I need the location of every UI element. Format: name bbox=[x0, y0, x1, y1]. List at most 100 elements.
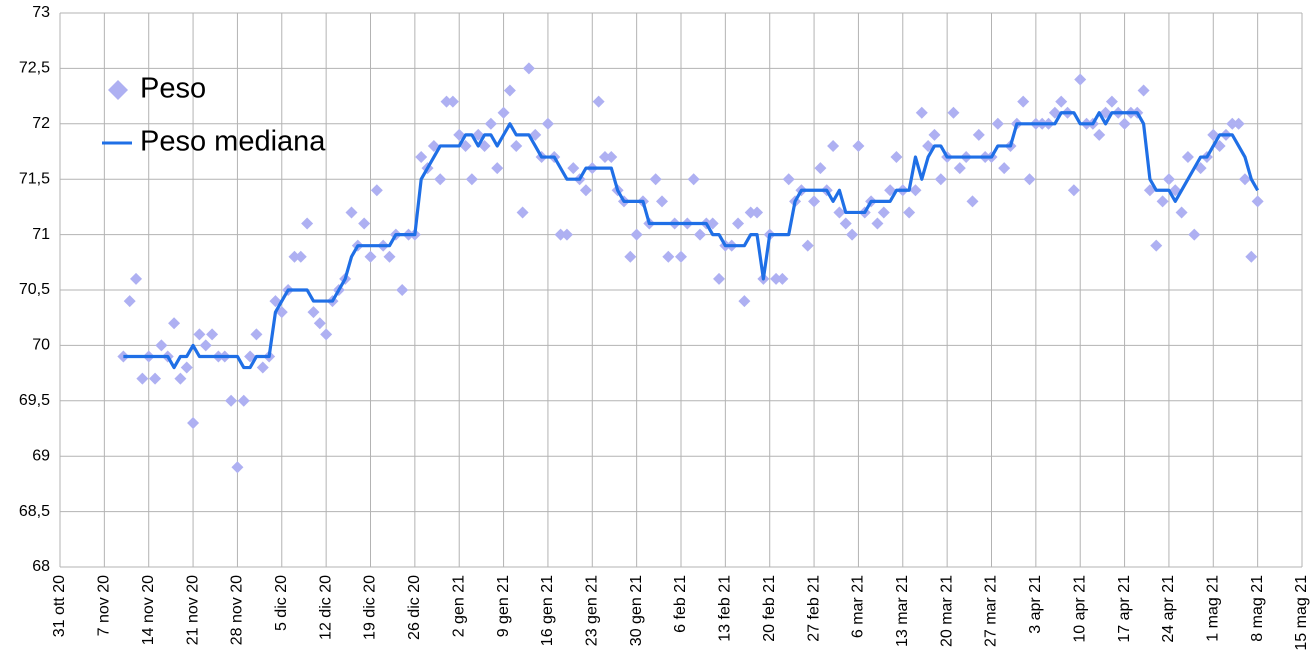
x-tick-label: 14 nov 20 bbox=[140, 575, 157, 645]
data-point bbox=[998, 162, 1011, 175]
x-tick-label: 10 apr 21 bbox=[1071, 575, 1088, 643]
data-point bbox=[294, 250, 307, 263]
x-tick-label: 9 gen 21 bbox=[495, 575, 512, 637]
data-point bbox=[770, 272, 783, 285]
data-point bbox=[491, 162, 504, 175]
data-point bbox=[1055, 95, 1068, 108]
data-point bbox=[1188, 228, 1201, 241]
data-point bbox=[624, 250, 637, 263]
data-point bbox=[928, 128, 941, 141]
data-point bbox=[662, 250, 675, 263]
data-point bbox=[1118, 117, 1131, 130]
data-point bbox=[675, 250, 687, 263]
x-tick-label: 2 gen 21 bbox=[450, 575, 467, 637]
x-tick-label: 13 feb 21 bbox=[717, 575, 734, 642]
data-point bbox=[1226, 117, 1239, 130]
data-point bbox=[256, 361, 269, 374]
data-point bbox=[744, 206, 757, 219]
data-point bbox=[199, 339, 212, 352]
y-tick-label: 68,5 bbox=[19, 503, 50, 520]
data-point bbox=[579, 184, 592, 197]
data-point bbox=[123, 295, 136, 308]
data-point bbox=[1105, 95, 1118, 108]
data-point bbox=[440, 95, 453, 108]
x-tick-label: 23 gen 21 bbox=[584, 575, 601, 646]
x-tick-label: 1 mag 21 bbox=[1205, 575, 1222, 642]
data-point bbox=[288, 250, 301, 263]
data-point bbox=[592, 95, 605, 108]
x-tick-label: 6 mar 21 bbox=[850, 575, 867, 638]
data-point bbox=[1245, 250, 1258, 263]
data-point bbox=[168, 317, 181, 330]
data-point bbox=[839, 217, 852, 230]
data-point bbox=[244, 350, 257, 363]
data-point bbox=[237, 394, 250, 407]
legend-label: Peso bbox=[140, 73, 206, 105]
data-point bbox=[130, 272, 143, 285]
data-point bbox=[877, 206, 890, 219]
x-tick-label: 15 mag 21 bbox=[1293, 575, 1310, 651]
data-point bbox=[630, 228, 643, 241]
data-point bbox=[370, 184, 383, 197]
data-point bbox=[149, 372, 162, 385]
x-tick-label: 27 feb 21 bbox=[805, 575, 822, 642]
data-point bbox=[465, 173, 478, 186]
data-point bbox=[320, 328, 333, 341]
data-point bbox=[1067, 184, 1080, 197]
x-tick-label: 16 gen 21 bbox=[539, 575, 556, 646]
x-tick-label: 28 nov 20 bbox=[229, 575, 246, 645]
y-tick-label: 72,5 bbox=[19, 60, 50, 77]
y-tick-label: 70 bbox=[32, 337, 50, 354]
x-tick-label: 26 dic 20 bbox=[406, 575, 423, 640]
data-point bbox=[522, 62, 535, 75]
y-tick-label: 69 bbox=[32, 447, 50, 464]
y-tick-label: 73 bbox=[32, 4, 50, 21]
data-point bbox=[871, 217, 884, 230]
data-point bbox=[605, 151, 618, 164]
data-point bbox=[655, 195, 668, 208]
data-point bbox=[560, 228, 573, 241]
x-tick-label: 27 mar 21 bbox=[983, 575, 1000, 647]
x-tick-label: 31 ott 20 bbox=[51, 575, 68, 637]
data-point bbox=[396, 284, 409, 296]
y-tick-label: 70,5 bbox=[19, 281, 50, 298]
x-tick-label: 20 feb 21 bbox=[761, 575, 778, 642]
x-tick-label: 5 dic 20 bbox=[273, 575, 290, 631]
data-point bbox=[966, 195, 979, 208]
data-point bbox=[972, 128, 985, 141]
x-tick-label: 8 mag 21 bbox=[1249, 575, 1266, 642]
data-point bbox=[415, 151, 428, 164]
data-point bbox=[136, 372, 149, 385]
data-point bbox=[1181, 151, 1194, 164]
y-tick-label: 69,5 bbox=[19, 392, 50, 409]
data-point bbox=[554, 228, 567, 241]
x-tick-label: 24 apr 21 bbox=[1160, 575, 1177, 643]
data-point bbox=[801, 239, 814, 252]
legend-marker bbox=[108, 80, 128, 100]
data-point bbox=[503, 84, 516, 97]
data-point bbox=[713, 272, 726, 285]
x-tick-label: 6 feb 21 bbox=[672, 575, 689, 633]
data-point bbox=[231, 461, 244, 474]
data-point bbox=[516, 206, 529, 219]
data-point bbox=[1251, 195, 1264, 208]
data-point bbox=[1156, 195, 1169, 208]
data-point bbox=[953, 162, 966, 175]
x-tick-label: 12 dic 20 bbox=[317, 575, 334, 640]
median-line bbox=[123, 111, 1260, 370]
data-point bbox=[497, 106, 510, 119]
x-tick-label: 3 apr 21 bbox=[1027, 575, 1044, 634]
data-point bbox=[383, 250, 396, 263]
data-point bbox=[1017, 95, 1030, 108]
data-point bbox=[434, 173, 447, 186]
data-point bbox=[174, 372, 187, 385]
data-point bbox=[187, 416, 200, 429]
data-point bbox=[484, 117, 497, 130]
data-point bbox=[364, 250, 377, 263]
data-point bbox=[541, 117, 554, 130]
y-tick-label: 68 bbox=[32, 558, 50, 575]
data-point bbox=[732, 217, 745, 230]
data-point bbox=[738, 295, 751, 308]
data-point bbox=[846, 228, 859, 241]
